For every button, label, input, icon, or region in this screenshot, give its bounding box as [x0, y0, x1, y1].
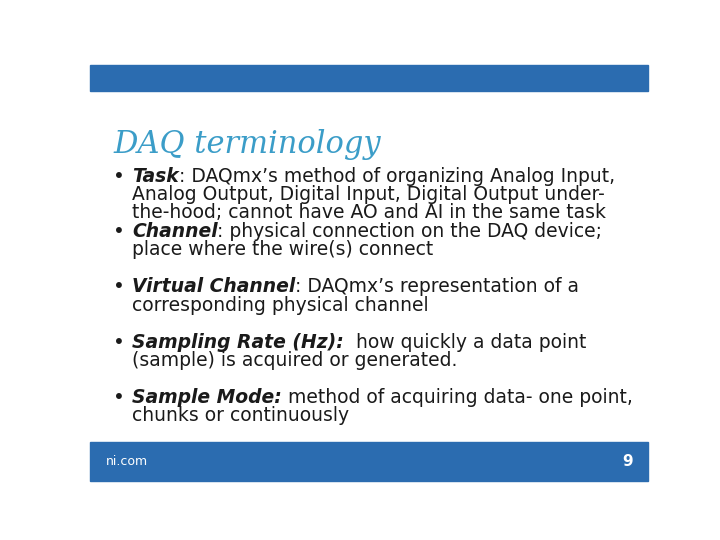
Text: 9: 9: [622, 454, 632, 469]
Text: corresponding physical channel: corresponding physical channel: [132, 295, 428, 315]
Bar: [90, 442, 648, 481]
Text: place where the wire(s) connect: place where the wire(s) connect: [132, 240, 433, 259]
Text: Analog Output, Digital Input, Digital Output under-: Analog Output, Digital Input, Digital Ou…: [132, 185, 605, 204]
Text: •: •: [114, 277, 125, 296]
Bar: [90, 65, 648, 91]
Text: : DAQmx’s representation of a: : DAQmx’s representation of a: [295, 277, 579, 296]
Text: Sampling Rate (Hz):: Sampling Rate (Hz):: [132, 333, 343, 352]
Text: method of acquiring data- one point,: method of acquiring data- one point,: [282, 388, 632, 407]
Text: the-hood; cannot have AO and AI in the same task: the-hood; cannot have AO and AI in the s…: [132, 203, 606, 222]
Text: chunks or continuously: chunks or continuously: [132, 406, 349, 425]
Text: ni.com: ni.com: [106, 455, 148, 468]
Text: DAQ terminology: DAQ terminology: [114, 129, 381, 160]
Text: Sample Mode:: Sample Mode:: [132, 388, 282, 407]
Text: Virtual Channel: Virtual Channel: [132, 277, 295, 296]
Text: •: •: [114, 167, 125, 186]
Text: •: •: [114, 333, 125, 352]
Text: Task: Task: [132, 167, 179, 186]
Text: (sample) is acquired or generated.: (sample) is acquired or generated.: [132, 351, 457, 370]
Text: •: •: [114, 222, 125, 241]
Text: how quickly a data point: how quickly a data point: [343, 333, 586, 352]
Text: : DAQmx’s method of organizing Analog Input,: : DAQmx’s method of organizing Analog In…: [179, 167, 615, 186]
Text: •: •: [114, 388, 125, 407]
Text: Channel: Channel: [132, 222, 217, 241]
Text: : physical connection on the DAQ device;: : physical connection on the DAQ device;: [217, 222, 603, 241]
